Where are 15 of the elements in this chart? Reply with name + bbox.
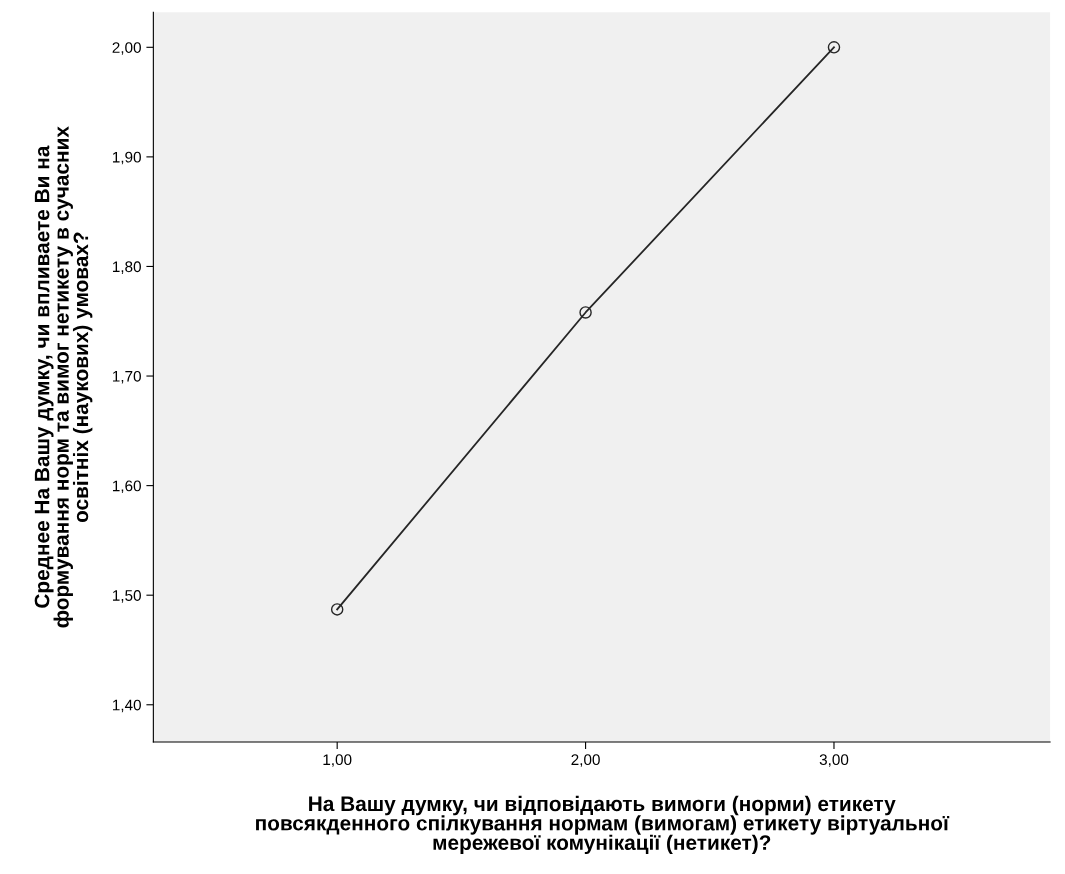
y-axis-title: Среднее На Вашу думку, чи впливаете Ви на формування норм та вимог нетикету в сучасних освітніх (наукових) умовах? [34, 126, 93, 628]
y-tick-label: 2,00 [112, 42, 141, 55]
x-axis-title: На Вашу думку, чи відповідають вимоги (норми) етикету повсякденного спілкування нормам (вимогам) етикету віртуальної мережевої комунікації (нетикет)? [256, 795, 950, 855]
x-tick-label: 3,00 [819, 754, 849, 767]
point [330, 603, 344, 616]
y-tick-label: 1,50 [112, 590, 141, 603]
y-tick-label: 1,70 [112, 370, 141, 384]
x-tick-label: 2,00 [571, 754, 600, 767]
y-tick-label: 1,40 [112, 699, 141, 713]
y-tick-label: 1,80 [112, 261, 141, 274]
x-tick-label: 1,00 [323, 754, 352, 767]
point [579, 306, 592, 319]
y-tick-label: 1,90 [112, 151, 141, 165]
y-tick-label: 1,60 [112, 480, 141, 494]
point [827, 41, 841, 54]
